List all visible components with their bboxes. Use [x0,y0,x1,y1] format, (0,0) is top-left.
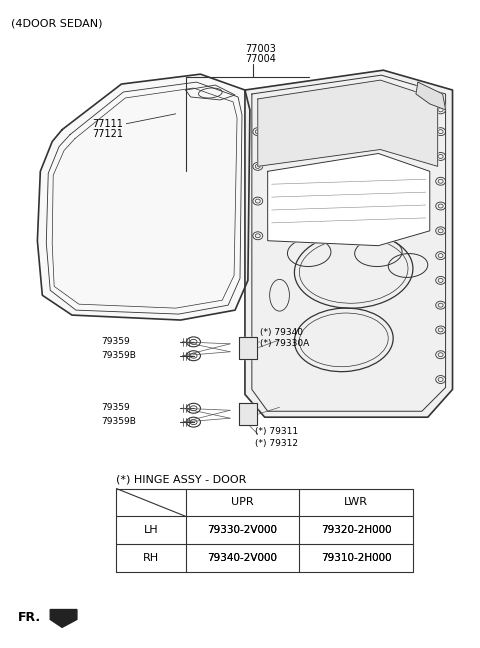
Text: 79320-2H000: 79320-2H000 [321,526,392,535]
Text: FR.: FR. [18,610,41,623]
Polygon shape [50,610,77,627]
Text: RH: RH [143,553,159,563]
Polygon shape [239,337,257,359]
Text: 77004: 77004 [245,54,276,64]
Text: (*) 79330A: (*) 79330A [260,339,309,348]
Text: 79359: 79359 [102,337,131,346]
Polygon shape [245,70,453,417]
Text: (*) HINGE ASSY - DOOR: (*) HINGE ASSY - DOOR [117,475,247,485]
Text: 77121: 77121 [92,129,123,139]
Text: (*) 79311: (*) 79311 [255,427,298,436]
Text: LWR: LWR [344,498,368,507]
Text: 79359B: 79359B [102,417,136,426]
Text: 79330-2V000: 79330-2V000 [207,526,277,535]
Text: 77111: 77111 [92,119,122,129]
Polygon shape [258,80,438,167]
Polygon shape [268,154,430,246]
Text: (*) 79312: (*) 79312 [255,439,298,448]
Text: 79359: 79359 [102,403,131,412]
Text: UPR: UPR [231,498,254,507]
Polygon shape [239,403,257,425]
Text: 77003: 77003 [245,45,276,54]
Text: 79340-2V000: 79340-2V000 [207,553,277,563]
Text: LH: LH [144,526,158,535]
Text: (*) 79340: (*) 79340 [260,328,303,337]
Text: 79330-2V000: 79330-2V000 [207,526,277,535]
Text: 79359B: 79359B [102,351,136,360]
Text: 79320-2H000: 79320-2H000 [321,526,392,535]
Text: 79340-2V000: 79340-2V000 [207,553,277,563]
Text: (4DOOR SEDAN): (4DOOR SEDAN) [11,19,102,29]
Polygon shape [37,74,250,320]
Text: 79310-2H000: 79310-2H000 [321,553,392,563]
Text: 79310-2H000: 79310-2H000 [321,553,392,563]
Polygon shape [416,82,445,110]
